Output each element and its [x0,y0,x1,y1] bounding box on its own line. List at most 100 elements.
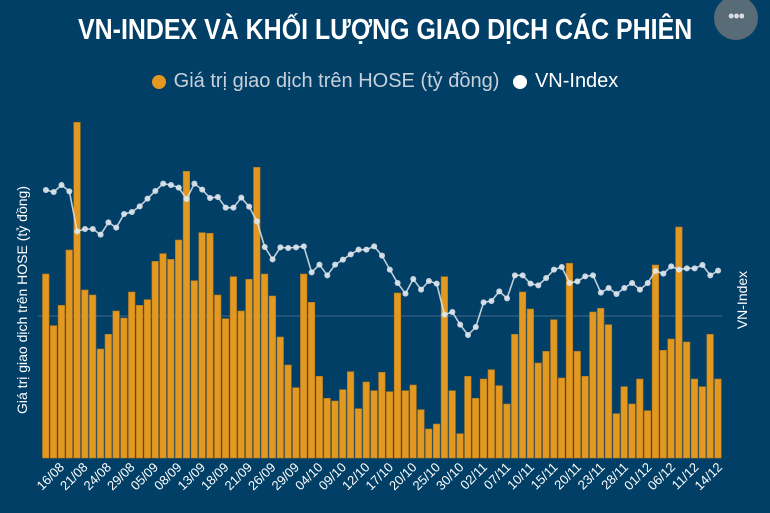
bar [276,336,284,459]
vnindex-point [457,321,464,328]
vnindex-point [590,272,597,279]
vnindex-point [535,282,542,289]
bar [50,325,58,459]
bar [190,280,198,459]
vnindex-point [269,256,276,263]
bar [300,273,308,459]
bar [159,253,167,459]
bar [370,390,378,459]
vnindex-point [715,267,722,274]
vnindex-point [464,332,471,338]
vnindex-point [238,194,245,201]
bar [558,377,566,459]
vnindex-point [519,272,526,279]
vnindex-point [339,256,346,263]
vnindex-point [691,265,698,272]
legend-label: Giá trị giao dịch trên HOSE (tỷ đồng) [173,70,500,92]
legend-line-marker-icon [512,74,527,89]
bar [464,376,472,459]
vnindex-point [136,203,143,210]
vnindex-point [480,299,487,306]
bar [315,376,323,459]
bar [128,291,136,459]
bar [456,433,464,459]
vnindex-point [300,243,307,250]
bar [206,233,214,459]
vnindex-point [58,182,65,188]
vnindex-point [558,264,565,270]
vnindex-point [347,251,354,258]
chart-title: VN-INDEX VÀ KHỐI LƯỢNG GIAO DỊCH CÁC PHI… [0,14,770,47]
vnindex-point [324,272,331,279]
bar [526,308,534,459]
bar [135,305,144,459]
vnindex-point [222,204,229,211]
bar [401,390,409,459]
vnindex-point [418,286,425,293]
bar [268,295,276,459]
vnindex-point [363,246,370,253]
vnindex-point [50,189,57,195]
vnindex-point [355,246,362,253]
bar [581,376,589,459]
vnindex-point [582,273,589,280]
vnindex-point [621,285,628,291]
x-tick-label: 14/12 [692,460,726,494]
vnindex-point [636,286,643,293]
bar [378,372,386,459]
bar [167,259,175,459]
vnindex-point [42,187,49,193]
bar [503,403,511,459]
vnindex-point [371,243,378,250]
vnindex-point [175,184,182,191]
vnindex-point [433,280,440,287]
bar [550,319,558,459]
vnindex-point [644,280,651,286]
vnindex-point [488,298,495,304]
bar [96,348,105,459]
vnindex-point [293,244,300,251]
bar [573,351,581,459]
vnindex-point [230,204,237,211]
legend: Giá trị giao dịch trên HOSE (tỷ đồng) VN… [0,70,770,95]
vnindex-point [308,269,315,276]
legend-item-value[interactable]: Giá trị giao dịch trên HOSE (tỷ đồng) [151,70,500,93]
vnindex-point [113,224,120,231]
vnindex-point [81,226,88,232]
vnindex-point [261,244,268,250]
bar [182,171,191,459]
bar [221,318,230,459]
bar [597,308,605,459]
bar [706,334,714,459]
bar [714,378,722,459]
bar [425,428,433,459]
bar [112,310,120,459]
bar [229,276,237,459]
bar [511,334,519,459]
bar [73,122,81,459]
bar [495,385,503,459]
vnindex-point [668,263,675,270]
vnindex-point [629,280,636,286]
chart-menu-button[interactable]: ••• [714,0,758,40]
vnindex-point [504,295,511,302]
vnindex-point [425,278,432,284]
vnindex-point [597,289,604,296]
bar [120,317,128,459]
bar [683,341,691,459]
bar [604,324,613,459]
vnindex-point [97,231,104,238]
vnindex-point [550,266,557,273]
bar [448,390,456,459]
bar [589,311,597,459]
bar [487,369,495,459]
vnindex-point [316,261,323,268]
vnindex-point [402,290,409,297]
legend-item-vnindex[interactable]: VN-Index [512,70,618,93]
ellipsis-icon: ••• [728,6,745,26]
vnindex-point [207,195,214,201]
bar [433,423,441,459]
vnindex-point [379,252,385,259]
bar [565,263,573,459]
